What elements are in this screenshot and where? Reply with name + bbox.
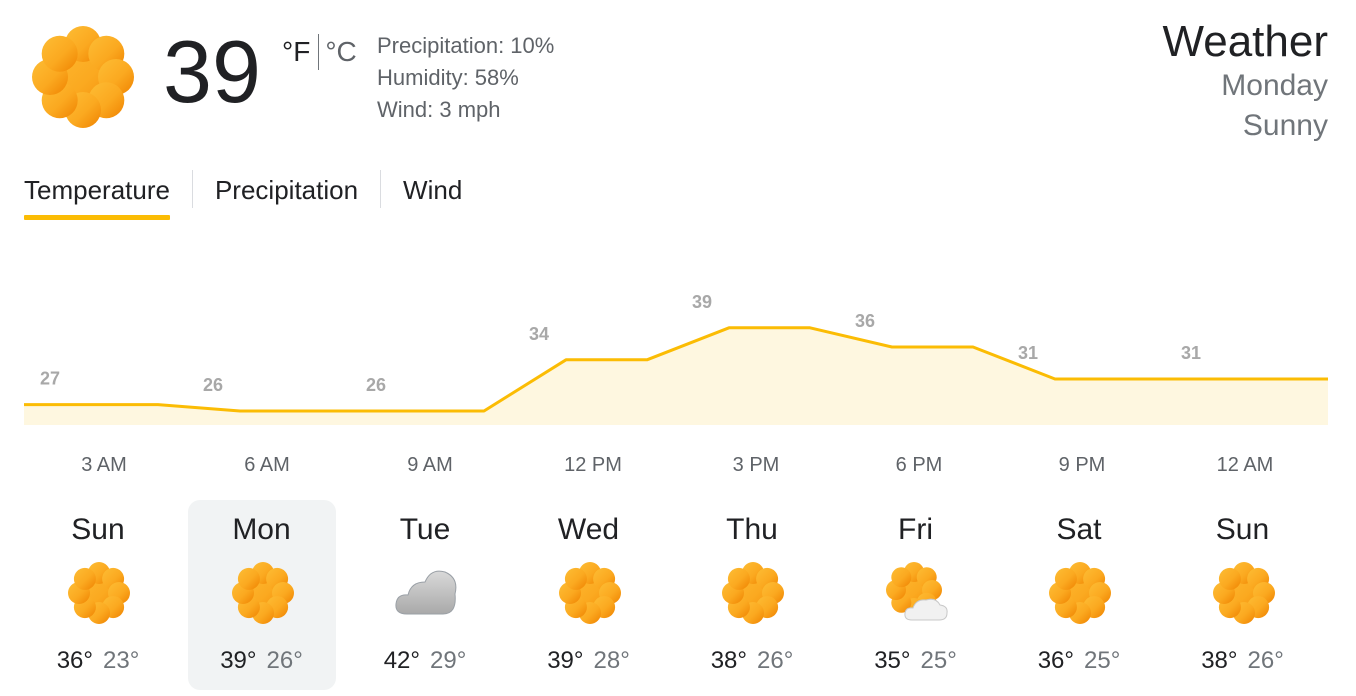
x-tick-label: 3 AM	[81, 454, 127, 476]
x-tick-label: 6 PM	[896, 454, 943, 476]
temperature-chart: 27 26 26 34 39 36 31 31 3 AM 6 AM 9 AM 12 PM 3 PM 6 P…	[24, 292, 1328, 476]
high-temperature: 38°	[1201, 647, 1238, 674]
data-label: 27	[40, 369, 60, 389]
high-temperature: 39°	[547, 647, 584, 674]
tab-divider	[380, 170, 382, 208]
forecast-day-card[interactable]: Sun 36° 23°	[24, 500, 172, 690]
low-temperature: 26°	[1247, 647, 1284, 674]
x-tick-label: 9 PM	[1059, 454, 1106, 476]
x-tick-label: 3 PM	[733, 454, 780, 476]
low-temperature: 28°	[593, 647, 630, 674]
data-label: 26	[366, 375, 386, 395]
tab-temperature[interactable]: Temperature	[24, 168, 170, 222]
daily-forecast: Sun 36° 23° Mon 39° 26° Tue 42° 29° Wed 39° 28° Thu 3…	[16, 500, 1346, 690]
unit-toggle: °F °C	[282, 34, 357, 70]
wind-text: Wind: 3 mph	[377, 97, 501, 122]
precipitation-text: Precipitation: 10%	[377, 33, 555, 58]
cloud-icon	[393, 560, 459, 626]
sun-icon	[230, 560, 296, 626]
low-temperature: 26°	[757, 647, 794, 674]
high-temperature: 39°	[220, 647, 257, 674]
x-tick-label: 12 PM	[564, 454, 622, 476]
data-label: 26	[203, 375, 223, 395]
day-name: Wed	[557, 513, 620, 546]
sun-icon	[720, 560, 786, 626]
selected-day: Monday	[1221, 69, 1328, 102]
x-tick-label: 6 AM	[244, 454, 290, 476]
sun-icon	[1047, 560, 1113, 626]
condition-text: Sunny	[1242, 109, 1328, 142]
x-tick-label: 12 AM	[1217, 454, 1274, 476]
partly-cloudy-icon	[884, 560, 950, 626]
high-temperature: 35°	[874, 647, 911, 674]
day-temperatures: 35° 25°	[842, 646, 990, 676]
day-name: Fri	[898, 513, 933, 546]
temperature-line	[24, 326, 1328, 413]
high-temperature: 42°	[383, 647, 420, 674]
day-temperatures: 36° 23°	[24, 646, 172, 676]
humidity-text: Humidity: 58%	[377, 65, 519, 90]
low-temperature: 25°	[1084, 647, 1121, 674]
weather-details: Precipitation: 10% Humidity: 58% Wind: 3…	[377, 30, 554, 126]
chart-tabs: Temperature Precipitation Wind	[24, 168, 462, 228]
temperature-area	[24, 327, 1328, 425]
low-temperature: 23°	[103, 647, 140, 674]
tab-wind[interactable]: Wind	[403, 175, 463, 205]
day-name: Sun	[1215, 513, 1270, 546]
day-temperatures: 38° 26°	[1169, 646, 1317, 676]
unit-fahrenheit-button[interactable]: °F	[282, 36, 311, 67]
data-label: 34	[529, 324, 549, 344]
data-label: 31	[1181, 343, 1201, 363]
day-temperatures: 38° 26°	[678, 646, 826, 676]
unit-celsius-button[interactable]: °C	[325, 36, 357, 67]
day-temperatures: 39° 28°	[515, 646, 663, 676]
day-temperatures: 39° 26°	[188, 646, 336, 676]
data-label: 31	[1018, 343, 1038, 363]
day-name: Mon	[232, 513, 291, 546]
day-temperatures: 42° 29°	[351, 646, 499, 676]
forecast-day-card[interactable]: Tue 42° 29°	[351, 500, 499, 690]
forecast-day-card[interactable]: Thu 38° 26°	[678, 500, 826, 690]
high-temperature: 36°	[1037, 647, 1074, 674]
unit-divider	[318, 34, 320, 70]
data-label: 36	[855, 311, 875, 331]
day-temperatures: 36° 25°	[1005, 646, 1153, 676]
low-temperature: 29°	[430, 647, 467, 674]
day-name: Tue	[399, 513, 451, 546]
high-temperature: 36°	[56, 647, 93, 674]
forecast-day-card[interactable]: Fri 35° 25°	[842, 500, 990, 690]
day-name: Sat	[1056, 513, 1102, 546]
low-temperature: 25°	[920, 647, 957, 674]
day-name: Thu	[726, 513, 778, 546]
low-temperature: 26°	[266, 647, 303, 674]
forecast-day-card[interactable]: Wed 39° 28°	[515, 500, 663, 690]
data-label: 39	[692, 292, 712, 312]
current-temperature: 39	[163, 22, 261, 121]
forecast-day-card[interactable]: Mon 39° 26°	[187, 500, 336, 690]
current-sun-icon	[28, 22, 138, 132]
page-title: Weather	[1162, 17, 1329, 66]
forecast-day-card[interactable]: Sat 36° 25°	[1005, 500, 1153, 690]
sun-icon	[557, 560, 623, 626]
sun-icon	[66, 560, 132, 626]
x-tick-label: 9 AM	[407, 454, 453, 476]
sun-icon	[1211, 560, 1277, 626]
forecast-day-card[interactable]: Sun 38° 26°	[1169, 500, 1317, 690]
day-name: Sun	[71, 513, 125, 546]
weather-header: Weather Monday Sunny	[1163, 18, 1329, 146]
tab-precipitation[interactable]: Precipitation	[214, 175, 359, 205]
tab-divider	[191, 170, 193, 208]
high-temperature: 38°	[710, 647, 747, 674]
